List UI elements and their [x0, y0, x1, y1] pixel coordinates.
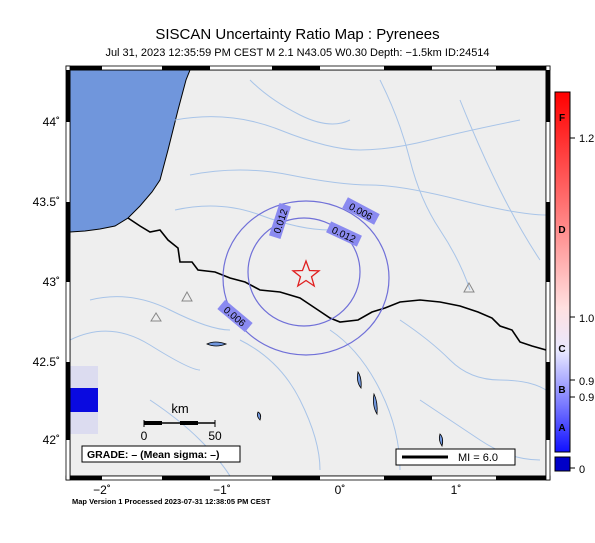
y-tick: 42.5˚ — [33, 355, 60, 369]
station-triangle-icon — [150, 312, 162, 322]
grade-text: GRADE: – (Mean sigma: –) — [87, 449, 219, 461]
processing-footer: Map Version 1 Processed 2023-07-31 12:38… — [72, 497, 271, 506]
scale-end: 50 — [208, 429, 222, 443]
y-tick: 43.5˚ — [33, 195, 60, 209]
stations — [150, 281, 475, 322]
x-tick: −1˚ — [213, 483, 231, 497]
rivers — [70, 79, 546, 476]
mi-text: MI = 6.0 — [458, 452, 498, 464]
colorbar-value: 1.0 — [579, 313, 594, 325]
x-tick: 0˚ — [335, 483, 346, 497]
colorbar-value: 0 — [579, 464, 585, 476]
border — [127, 217, 546, 351]
lakes — [206, 341, 444, 447]
map-area: 0.006 0.012 0.012 0.006 — [70, 70, 546, 476]
map-frame — [65, 65, 551, 481]
x-axis-labels: −2˚ −1˚ 0˚ 1˚ — [93, 483, 461, 497]
station-triangle-icon — [181, 290, 193, 302]
grade-letter: D — [558, 225, 565, 236]
x-tick: −2˚ — [93, 483, 111, 497]
colorbar-value: 1.2 — [579, 133, 594, 145]
grade-letter: B — [558, 385, 565, 396]
colorbar: F D C B A 1.2 1.0 0.9 0.9 0 — [554, 91, 594, 476]
station-triangle-icon — [463, 281, 475, 293]
contours — [222, 200, 390, 356]
y-tick: 44˚ — [43, 115, 60, 129]
y-tick: 43˚ — [43, 275, 60, 289]
colorbar-value: 0.9 — [579, 392, 594, 404]
grade-color-square — [70, 388, 98, 412]
y-tick: 42˚ — [43, 433, 60, 447]
mi-box — [395, 448, 516, 466]
scale-start: 0 — [141, 429, 148, 443]
y-axis-labels: 44˚ 43.5˚ 43˚ 42.5˚ 42˚ — [33, 115, 60, 447]
grade-letter: F — [559, 113, 565, 124]
scale-unit: km — [171, 401, 188, 416]
epicenter-star-icon — [291, 259, 321, 288]
scale-bar — [143, 420, 216, 427]
colorbar-value: 0.9 — [579, 376, 594, 388]
x-tick: 1˚ — [451, 483, 462, 497]
sea — [70, 70, 191, 233]
event-info: Jul 31, 2023 12:35:59 PM CEST M 2.1 N43.… — [105, 47, 490, 59]
colorbar-zero-swatch — [554, 456, 571, 472]
grade-box — [81, 445, 241, 463]
grade-letter: C — [558, 344, 565, 355]
map-title: SISCAN Uncertainty Ratio Map : Pyrenees — [155, 26, 440, 43]
grade-letter: A — [558, 423, 565, 434]
